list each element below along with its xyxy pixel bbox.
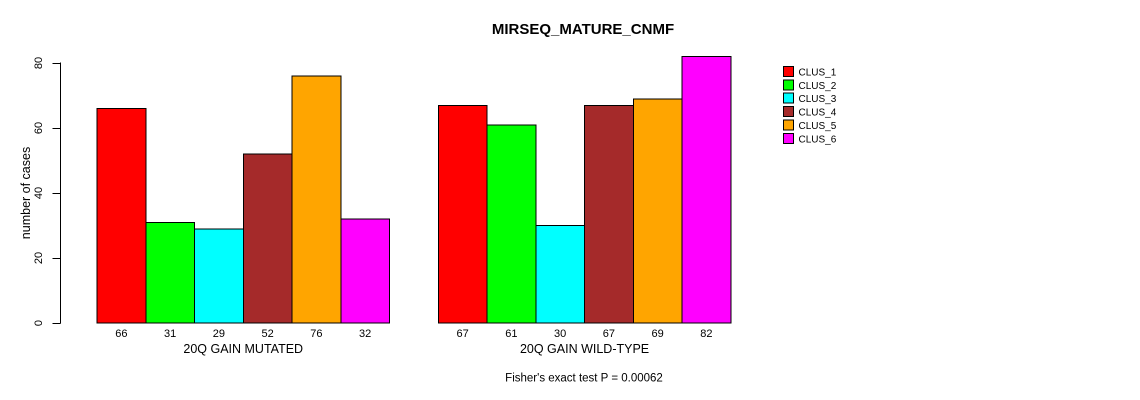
bar-clus_5-group2 [632, 98, 683, 324]
y-tick-label: 0 [33, 320, 45, 326]
bar-clus_1-group2 [437, 104, 488, 324]
bars-layer: 66 67 31 61 29 30 52 67 76 69 32 82 [96, 56, 732, 340]
y-tick-label: 80 [33, 57, 45, 69]
bar-clus_3-group1 [194, 228, 244, 324]
group-label-1: 20Q GAIN MUTATED [183, 342, 303, 356]
y-axis-title: number of cases [19, 147, 33, 239]
group-label-2: 20Q GAIN WILD-TYPE [520, 342, 649, 356]
bar-clus_6-group2 [681, 56, 732, 324]
fisher-test-note: Fisher's exact test P = 0.00062 [505, 373, 663, 385]
bar-clus_5-group1 [291, 75, 342, 324]
bar-clus_3-group2 [535, 225, 586, 324]
bar-clus_4-group2 [584, 104, 634, 324]
legend-label-clus_2: CLUS_2 [799, 81, 837, 92]
bar-value-clus_1-group1: 66 [115, 328, 127, 340]
bar-value-clus_4-group1: 52 [262, 328, 274, 340]
legend-swatch-clus_4 [783, 106, 794, 118]
bar-clus_2-group2 [486, 124, 537, 324]
bar-clus_2-group1 [145, 221, 195, 324]
bar-value-clus_4-group2: 67 [603, 328, 615, 340]
legend-swatch-clus_6 [783, 133, 794, 145]
bar-value-clus_6-group1: 32 [359, 328, 371, 340]
bar-clus_1-group1 [96, 108, 147, 324]
bar-value-clus_6-group2: 82 [700, 328, 712, 340]
bar-value-clus_2-group1: 31 [164, 328, 176, 340]
y-tick-label: 60 [33, 122, 45, 134]
y-tick-label: 40 [33, 187, 45, 199]
legend-swatch-clus_5 [783, 119, 794, 131]
chart-title: MIRSEQ_MATURE_CNMF [492, 21, 674, 38]
group-labels-layer: 20Q GAIN MUTATED 20Q GAIN WILD-TYPE [183, 342, 649, 356]
bar-clus_6-group1 [340, 218, 390, 324]
bar-value-clus_5-group1: 76 [310, 328, 322, 340]
legend-label-clus_5: CLUS_5 [799, 121, 837, 132]
bar-value-clus_2-group2: 61 [505, 328, 517, 340]
legend-swatch-clus_3 [783, 92, 794, 104]
legend: CLUS_1 CLUS_2 CLUS_3 CLUS_4 CLUS_5 CLUS_6 [783, 65, 837, 146]
bar-value-clus_3-group2: 30 [554, 328, 566, 340]
bar-clus_4-group1 [242, 153, 293, 324]
legend-label-clus_4: CLUS_4 [799, 108, 837, 119]
bar-value-clus_3-group1: 29 [213, 328, 225, 340]
legend-label-clus_1: CLUS_1 [799, 67, 837, 78]
bar-value-clus_1-group2: 67 [457, 328, 469, 340]
bar-value-clus_5-group2: 69 [652, 328, 664, 340]
legend-label-clus_6: CLUS_6 [799, 135, 837, 146]
legend-swatch-clus_1 [783, 65, 794, 77]
legend-swatch-clus_2 [783, 79, 794, 91]
legend-label-clus_3: CLUS_3 [799, 94, 837, 105]
y-axis-ticks: 0 20 40 60 80 [33, 57, 61, 326]
y-tick-label: 20 [33, 252, 45, 264]
